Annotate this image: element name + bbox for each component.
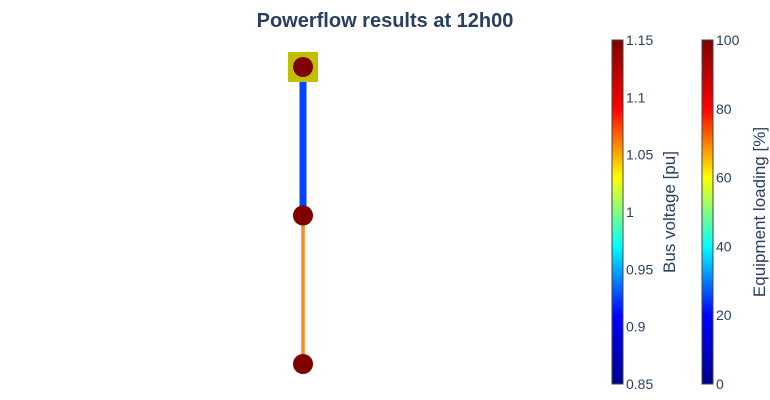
colorbars: 0.85 0.9 0.95 1 1.05 1.1 1.15 Bus voltage [pu] 0… [611,32,769,392]
colorbar-1-tick-label: 0 [716,376,724,392]
bus-top-marker [293,57,313,77]
network-plot-area [288,52,318,374]
bus-bottom-marker [293,354,313,374]
colorbar-0-tick-label: 0.9 [626,319,646,335]
colorbar-0-tick-label: 1.1 [626,89,646,105]
chart-title: Powerflow results at 12h00 [257,10,514,32]
bus-mid-marker [293,205,313,226]
colorbar-1-tick-label: 20 [716,307,732,323]
colorbar-1-tick-label: 40 [716,238,732,254]
colorbar-0-gradient [611,39,624,385]
colorbar-0-tick-label: 1.15 [626,32,653,48]
colorbar-1-tick-label: 60 [716,170,732,186]
colorbar-0-tick-label: 0.85 [626,376,653,392]
colorbar-1-title: Equipment loading [%] [750,127,769,297]
colorbar-0-title: Bus voltage [pu] [660,151,679,273]
colorbar-1-gradient [701,39,714,385]
colorbar-1-tick-label: 100 [716,32,740,48]
colorbar-0-tick-label: 0.95 [626,261,653,277]
colorbar-0-tick-label: 1.05 [626,147,653,163]
colorbar-1-tick-label: 80 [716,101,732,117]
colorbar-0-tick-label: 1 [626,204,634,220]
